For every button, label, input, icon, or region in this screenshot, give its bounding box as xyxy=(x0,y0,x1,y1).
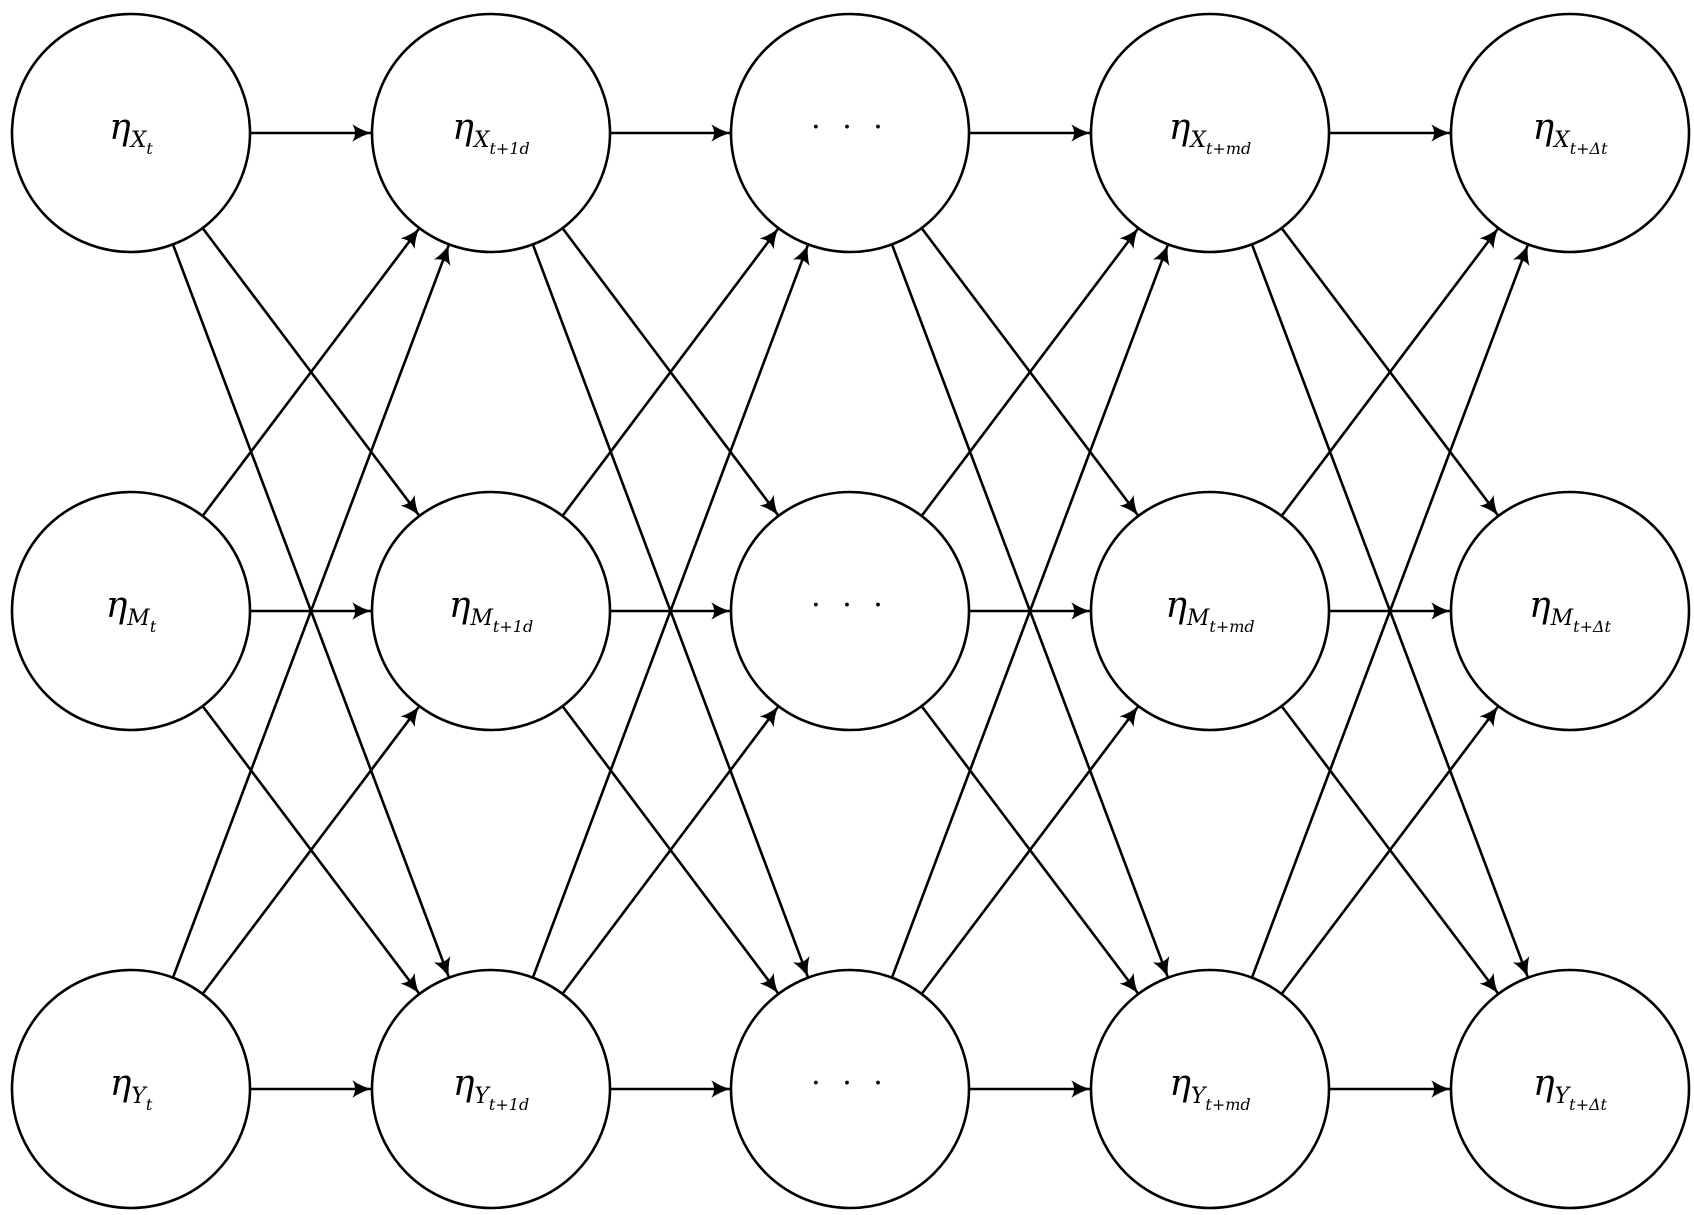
edge-m3-to-x4 xyxy=(1281,228,1499,516)
node-label: ηYt xyxy=(110,1063,153,1114)
node-circle xyxy=(10,12,252,254)
node-m2: · · · xyxy=(729,490,971,732)
node-circle xyxy=(1089,490,1331,732)
node-circle xyxy=(370,490,612,732)
edge-y1-to-m2 xyxy=(562,706,779,994)
node-m4: ηMt+Δt xyxy=(1449,490,1691,732)
node-x1: ηXt+1d xyxy=(370,12,612,254)
edge-y3-to-x4 xyxy=(1251,244,1530,978)
node-circle xyxy=(1449,968,1691,1210)
node-circle xyxy=(10,490,252,732)
node-x2: · · · xyxy=(729,12,971,254)
edge-m2-to-x3 xyxy=(921,228,1139,516)
node-m3: ηMt+md xyxy=(1089,490,1331,732)
node-circle xyxy=(1449,490,1691,732)
node-label: · · · xyxy=(811,1066,889,1101)
edges xyxy=(172,124,1530,1098)
node-x4: ηXt+Δt xyxy=(1449,12,1691,254)
node-m1: ηMt+1d xyxy=(370,490,612,732)
node-label: ηMt+1d xyxy=(449,585,533,636)
node-label: · · · xyxy=(811,110,889,145)
edge-y0-to-m1 xyxy=(202,706,420,994)
node-circle xyxy=(729,968,971,1210)
edge-m1-to-x2 xyxy=(562,228,779,516)
node-label: ηYt+md xyxy=(1169,1063,1250,1114)
node-y1: ηYt+1d xyxy=(370,968,612,1210)
node-circle xyxy=(10,968,252,1210)
edge-m0-to-x1 xyxy=(202,228,420,516)
node-y4: ηYt+Δt xyxy=(1449,968,1691,1210)
node-circle xyxy=(729,490,971,732)
node-label: ηYt+1d xyxy=(453,1063,529,1114)
node-circle xyxy=(1449,12,1691,254)
node-circle xyxy=(370,12,612,254)
edge-y1-to-x2 xyxy=(531,244,810,978)
node-label: ηXt+md xyxy=(1169,107,1252,158)
edge-y3-to-m4 xyxy=(1281,706,1499,994)
node-label: ηXt xyxy=(109,107,153,158)
edge-y2-to-x3 xyxy=(891,244,1170,978)
node-y3: ηYt+md xyxy=(1089,968,1331,1210)
node-x3: ηXt+md xyxy=(1089,12,1331,254)
node-y0: ηYt xyxy=(10,968,252,1210)
node-y2: · · · xyxy=(729,968,971,1210)
node-circle xyxy=(1089,968,1331,1210)
edge-y0-to-x1 xyxy=(172,244,451,978)
edge-y2-to-m3 xyxy=(921,706,1139,994)
node-label: · · · xyxy=(811,588,889,623)
node-circle xyxy=(1089,12,1331,254)
node-x0: ηXt xyxy=(10,12,252,254)
nodes: ηXt ηXt+1d · · · ηXt+md ηXt+Δt ηMt ηMt+1d · · ·… xyxy=(10,12,1691,1210)
node-label: ηMt xyxy=(106,585,157,636)
node-m0: ηMt xyxy=(10,490,252,732)
node-label: ηXt+Δt xyxy=(1532,107,1608,158)
node-circle xyxy=(370,968,612,1210)
node-circle xyxy=(729,12,971,254)
node-label: ηYt+Δt xyxy=(1533,1063,1608,1114)
node-label: ηMt+Δt xyxy=(1529,585,1612,636)
node-label: ηMt+md xyxy=(1165,585,1254,636)
node-label: ηXt+1d xyxy=(452,107,530,158)
